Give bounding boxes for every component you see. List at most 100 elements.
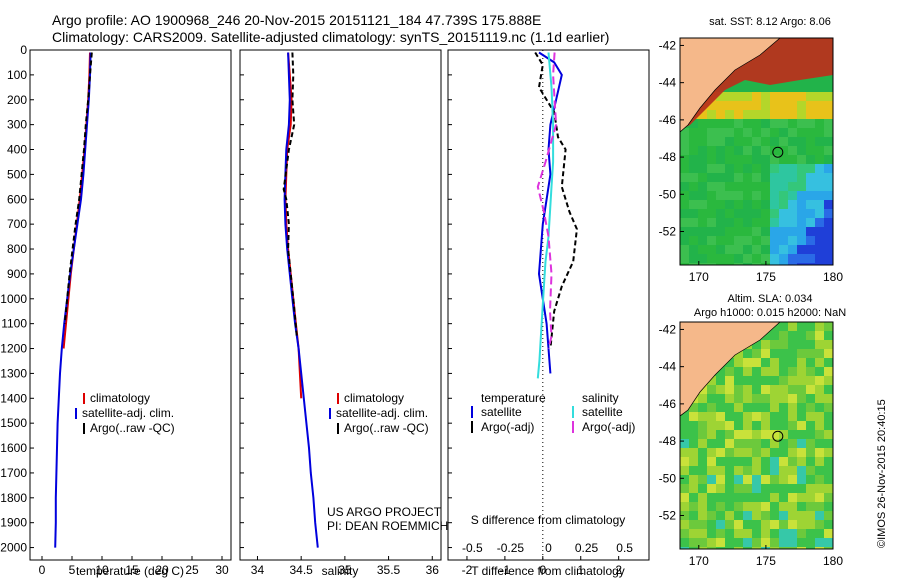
map-cell — [725, 520, 734, 529]
map-cell — [788, 421, 797, 430]
map-y-tick-label: -42 — [659, 38, 677, 52]
map-cell — [761, 412, 770, 421]
y-tick-label: 1600 — [0, 441, 27, 455]
map-cell — [815, 430, 824, 439]
map-cell — [779, 511, 788, 520]
map-cell — [797, 245, 806, 254]
map-cell — [770, 227, 779, 236]
y-tick-label: 800 — [7, 242, 27, 256]
map-cell — [815, 155, 824, 164]
map-cell — [806, 218, 815, 227]
map-cell — [797, 128, 806, 137]
sla-map — [679, 321, 834, 550]
map-cell — [806, 466, 815, 475]
map-cell — [815, 128, 824, 137]
x-tick-label: 34.5 — [289, 563, 313, 577]
map-cell — [743, 385, 752, 394]
map-cell — [689, 146, 698, 155]
map-cell — [680, 227, 689, 236]
map-cell — [806, 385, 815, 394]
map-cell — [761, 448, 770, 457]
map-cell — [806, 520, 815, 529]
map-cell — [707, 466, 716, 475]
map-cell — [824, 430, 833, 439]
series-line-t-argo-adj- — [534, 51, 578, 349]
map-cell — [788, 137, 797, 146]
map-cell — [806, 236, 815, 245]
map-cell — [824, 349, 833, 358]
map-cell — [725, 119, 734, 128]
map-cell — [734, 466, 743, 475]
map-cell — [806, 128, 815, 137]
y-tick-label: 400 — [7, 143, 27, 157]
map-cell — [698, 430, 707, 439]
map-cell — [680, 511, 689, 520]
series-line-argo-raw-qc- — [282, 52, 298, 337]
map-cell — [734, 484, 743, 493]
map-cell — [734, 529, 743, 538]
y-tick-label: 100 — [7, 68, 27, 82]
x-tick-label: 30 — [215, 563, 229, 577]
map-cell — [824, 182, 833, 191]
map-cell — [797, 511, 806, 520]
map-cell — [725, 191, 734, 200]
temperature-legend: climatology satellite-adj. clim. Argo(..… — [75, 391, 175, 435]
map-cell — [815, 182, 824, 191]
map-cell — [824, 191, 833, 200]
map-cell — [797, 137, 806, 146]
map-cell — [806, 182, 815, 191]
map-cell — [689, 245, 698, 254]
map-cell — [815, 263, 824, 265]
map-cell — [689, 137, 698, 146]
map-cell — [815, 394, 824, 403]
map-cell — [680, 236, 689, 245]
map-cell — [725, 209, 734, 218]
map-cell — [815, 218, 824, 227]
map-cell — [815, 200, 824, 209]
map-cell — [743, 430, 752, 439]
map-cell — [761, 200, 770, 209]
y-tick-label: 1400 — [0, 391, 27, 405]
map-cell — [707, 227, 716, 236]
x-tick-label: -1 — [500, 563, 511, 577]
map-cell — [770, 520, 779, 529]
map-cell — [716, 412, 725, 421]
map-cell — [797, 466, 806, 475]
map-cell — [824, 340, 833, 349]
map-cell — [770, 547, 779, 549]
map-cell — [734, 128, 743, 137]
map-cell — [725, 200, 734, 209]
map-cell — [797, 92, 806, 101]
map-cell — [788, 254, 797, 263]
map-cell — [734, 502, 743, 511]
map-cell — [824, 448, 833, 457]
map-cell — [707, 263, 716, 265]
map-cell — [779, 340, 788, 349]
map-cell — [797, 475, 806, 484]
map-cell — [779, 466, 788, 475]
map-cell — [734, 191, 743, 200]
map-cell — [716, 173, 725, 182]
map-cell — [824, 394, 833, 403]
map-cell — [761, 520, 770, 529]
map-cell — [761, 182, 770, 191]
map-cell — [716, 236, 725, 245]
map-cell — [680, 493, 689, 502]
map-cell — [743, 358, 752, 367]
map-cell — [824, 367, 833, 376]
map-cell — [788, 110, 797, 119]
series-line-t-satellite — [537, 51, 563, 374]
project-annotation-line2: PI: DEAN ROEMMICH — [327, 519, 448, 533]
map-cell — [725, 448, 734, 457]
map-y-tick-label: -48 — [659, 150, 677, 164]
map-cell — [743, 529, 752, 538]
map-cell — [689, 520, 698, 529]
map-cell — [698, 412, 707, 421]
map-cell — [797, 164, 806, 173]
map-cell — [815, 227, 824, 236]
map-cell — [698, 227, 707, 236]
map-cell — [779, 263, 788, 265]
map-cell — [680, 128, 689, 137]
map-cell — [770, 137, 779, 146]
map-x-tick-label: 180 — [823, 270, 843, 284]
